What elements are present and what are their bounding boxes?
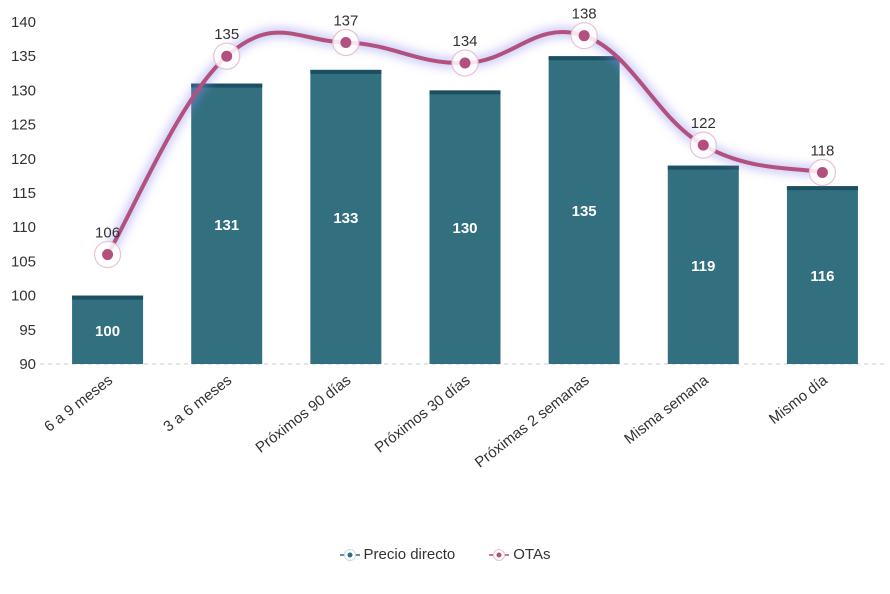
line-value-label: 122 xyxy=(691,115,716,132)
x-tick-label: 3 a 6 meses xyxy=(160,372,235,436)
x-tick-label: Mismo día xyxy=(766,371,832,427)
y-tick-label: 95 xyxy=(19,322,36,339)
bar-value-label: 131 xyxy=(214,217,239,234)
line-value-label: 118 xyxy=(810,142,834,159)
bar-cap xyxy=(548,56,620,61)
bar-value-label: 116 xyxy=(810,268,834,285)
bar xyxy=(310,69,382,364)
bar-value-label: 100 xyxy=(95,323,120,340)
bar xyxy=(429,90,501,365)
bar xyxy=(667,165,739,364)
y-tick-label: 100 xyxy=(11,288,36,305)
y-tick-label: 140 xyxy=(11,14,36,31)
legend-label-bar-series: Precio directo xyxy=(363,546,456,563)
bar-value-label: 119 xyxy=(691,258,715,275)
line-value-label: 137 xyxy=(333,13,358,30)
bar-cap xyxy=(429,90,501,95)
line-point xyxy=(340,37,352,49)
line-series: 106 135 137 134 138 122 118 xyxy=(93,6,837,269)
chart-svg: 90 95 100 105 110 115 120 125 130 135 140 100 131 13… xyxy=(11,6,884,471)
x-tick-label: Misma semana xyxy=(621,371,712,447)
legend-marker-bar-icon xyxy=(339,548,360,561)
y-tick-label: 125 xyxy=(11,117,36,134)
line-point xyxy=(816,166,828,178)
bar-cap xyxy=(72,295,144,300)
bar-cap xyxy=(191,83,263,88)
line-point xyxy=(102,249,114,261)
x-axis: 6 a 9 meses 3 a 6 meses Próximos 90 días Pr… xyxy=(41,371,831,471)
y-axis: 90 95 100 105 110 115 120 125 130 135 140 xyxy=(11,14,36,373)
x-tick-label: Próximos 90 días xyxy=(253,372,355,457)
bar-series: 100 131 133 130 135 119 116 xyxy=(72,56,858,365)
legend-item-line-series[interactable]: OTAs xyxy=(489,546,550,563)
x-tick-label: Próximos 30 días xyxy=(372,372,474,457)
bar xyxy=(786,186,858,364)
line-value-label: 106 xyxy=(95,225,120,242)
line-point xyxy=(697,139,709,151)
y-tick-label: 130 xyxy=(11,82,36,99)
y-tick-label: 120 xyxy=(11,151,36,168)
y-tick-label: 90 xyxy=(19,356,36,373)
x-tick-label: 6 a 9 meses xyxy=(41,372,116,436)
bar-cap xyxy=(310,69,382,74)
bar-cap xyxy=(667,165,739,170)
bar-value-label: 130 xyxy=(452,220,477,237)
x-tick-label: Próximas 2 semanas xyxy=(472,372,593,472)
line-point xyxy=(221,50,233,62)
y-tick-label: 115 xyxy=(12,185,36,202)
line-value-label: 138 xyxy=(572,6,597,23)
bar xyxy=(72,295,144,364)
bar-value-label: 135 xyxy=(572,203,597,220)
legend: Precio directo OTAs xyxy=(0,546,890,563)
legend-marker-line-icon xyxy=(489,548,510,561)
bar-value-label: 133 xyxy=(333,210,358,227)
line-point xyxy=(578,30,590,42)
line-value-label: 134 xyxy=(452,33,477,50)
bar xyxy=(191,83,263,364)
legend-label-line-series: OTAs xyxy=(513,546,551,563)
legend-item-bar-series[interactable]: Precio directo xyxy=(339,546,456,563)
y-tick-label: 110 xyxy=(12,219,36,236)
line-value-label: 135 xyxy=(214,26,239,43)
line-point xyxy=(459,57,471,69)
bar-cap xyxy=(786,186,858,191)
y-tick-label: 135 xyxy=(11,48,36,65)
y-tick-label: 105 xyxy=(11,253,36,270)
bar xyxy=(548,56,620,364)
